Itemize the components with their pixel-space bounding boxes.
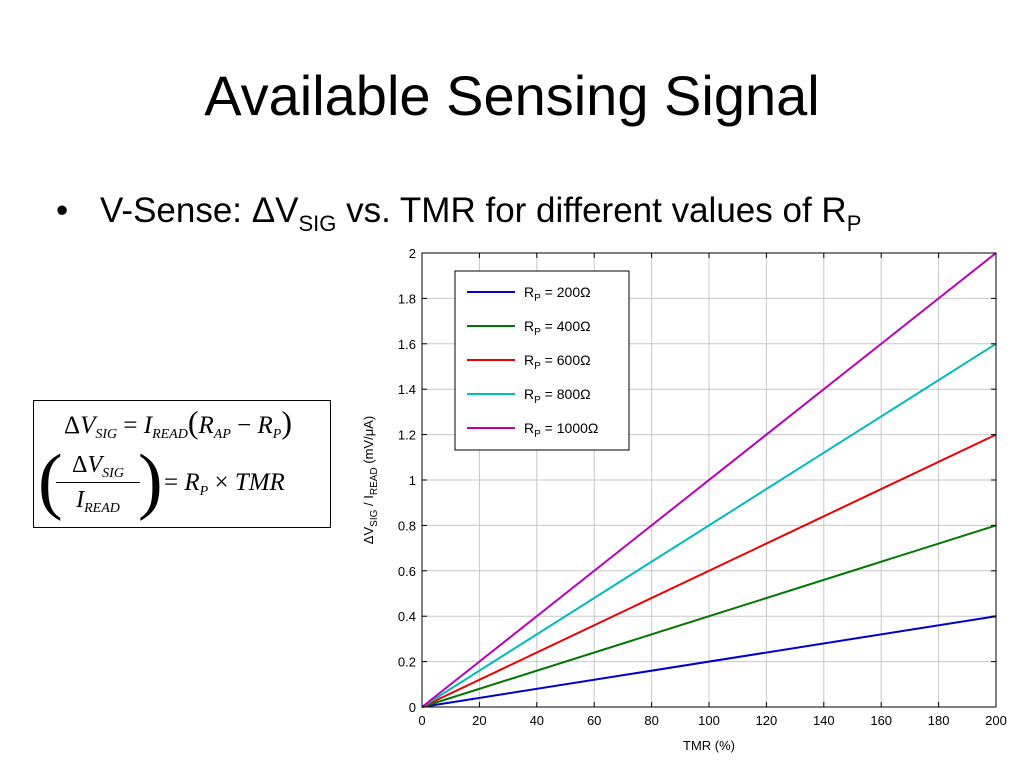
- x-tick-label: 20: [472, 713, 486, 728]
- eq2-times: ×: [208, 469, 235, 496]
- x-tick-label: 160: [870, 713, 892, 728]
- legend-label-value: = 200Ω: [541, 284, 591, 300]
- bullet-marker: •: [56, 191, 69, 230]
- x-tick-label: 120: [756, 713, 778, 728]
- y-tick-label: 1.6: [398, 337, 416, 352]
- equation-ratio: ( ΔVSIG IREAD ) = RP × TMR: [38, 441, 328, 525]
- eq1-rp: R: [257, 412, 273, 439]
- equation-delta-v: ΔVSIG = IREAD(RAP − RP): [64, 401, 292, 447]
- bullet-subscript-sig: SIG: [298, 211, 337, 236]
- eq2-tmr: TMR: [234, 469, 285, 496]
- legend-label-r: R: [524, 420, 534, 436]
- y-axis-label-part1: ΔV: [361, 527, 376, 545]
- legend-label-sub: P: [534, 327, 541, 338]
- eq2-numerator: ΔVSIG: [56, 449, 140, 483]
- legend-label-r: R: [524, 284, 534, 300]
- bullet-subscript-p: P: [846, 211, 862, 236]
- formula-box: ΔVSIG = IREAD(RAP − RP) ( ΔVSIG IREAD ) …: [33, 400, 331, 528]
- eq2-den-i: I: [76, 487, 85, 513]
- eq2-equals: =: [164, 469, 185, 496]
- x-tick-label: 80: [644, 713, 658, 728]
- eq1-v: V: [80, 412, 96, 439]
- x-tick-label: 180: [928, 713, 950, 728]
- x-axis-label: TMR (%): [683, 738, 735, 753]
- eq1-equals: =: [117, 412, 144, 439]
- legend-label-r: R: [524, 318, 534, 334]
- eq2-lparen: (: [38, 440, 63, 522]
- y-tick-label: 0.2: [398, 655, 416, 670]
- legend-label-value: = 1000Ω: [541, 420, 599, 436]
- legend-label-value: = 400Ω: [541, 318, 591, 334]
- eq1-rap: R: [198, 412, 214, 439]
- series-line-4: [421, 342, 997, 708]
- legend-label-sub: P: [534, 361, 541, 372]
- legend-label-1: RP = 200Ω: [524, 284, 591, 304]
- bullet-text-middle: vs. TMR for different values of R: [336, 191, 847, 230]
- eq1-minus: −: [230, 412, 258, 439]
- eq2-num-sub: SIG: [102, 466, 124, 481]
- y-tick-label: 0.6: [398, 564, 416, 579]
- x-tick-label: 40: [530, 713, 544, 728]
- y-tick-label: 1.8: [398, 291, 416, 306]
- eq1-i-sub: READ: [152, 427, 188, 442]
- eq2-num-v: V: [87, 452, 103, 478]
- bullet-text-prefix: V-Sense: ΔV: [100, 191, 299, 230]
- slide-title: Available Sensing Signal: [204, 64, 820, 127]
- chart-ticks: 0 20 40 60 80 100 120 140 160 180 200 0 0.2 0.4 0.6 0.8…: [398, 246, 1007, 728]
- y-tick-label: 1: [409, 473, 416, 488]
- x-tick-label: 200: [985, 713, 1007, 728]
- eq2-r-sub: P: [199, 484, 209, 499]
- legend-label-sub: P: [534, 429, 541, 440]
- y-tick-label: 0.4: [398, 609, 416, 624]
- series-line-3: [421, 433, 997, 708]
- series-line-5: [421, 252, 997, 708]
- y-tick-label: 0.8: [398, 518, 416, 533]
- y-tick-label: 2: [409, 246, 416, 261]
- legend-label-3: RP = 600Ω: [524, 352, 591, 372]
- legend-label-value: = 800Ω: [541, 386, 591, 402]
- eq1-delta: Δ: [64, 412, 81, 439]
- eq1-rp-sub: P: [272, 427, 282, 442]
- series-line-2: [421, 524, 997, 708]
- y-tick-label: 0: [409, 700, 416, 715]
- eq1-v-sub: SIG: [95, 427, 118, 442]
- legend-label-5: RP = 1000Ω: [524, 420, 598, 440]
- legend-label-value: = 600Ω: [541, 352, 591, 368]
- eq2-fraction: ΔVSIG IREAD: [56, 449, 140, 517]
- eq2-num-delta: Δ: [72, 452, 88, 478]
- eq1-rparen: ): [281, 404, 292, 440]
- x-tick-label: 140: [813, 713, 835, 728]
- y-axis-label: ΔVSIG / IREAD (mV/μA): [361, 416, 380, 544]
- legend-label-r: R: [524, 386, 534, 402]
- legend-label-sub: P: [534, 395, 541, 406]
- eq1-rap-sub: AP: [213, 427, 231, 442]
- y-axis-label-part3: (mV/μA): [361, 416, 376, 468]
- legend-label-r: R: [524, 352, 534, 368]
- eq2-r: R: [184, 469, 200, 496]
- eq2-rparen: ): [138, 440, 163, 522]
- y-axis-label-sub2: READ: [369, 467, 380, 495]
- eq2-den-sub: READ: [84, 501, 120, 516]
- legend-label-2: RP = 400Ω: [524, 318, 591, 338]
- eq1-i: I: [143, 412, 153, 439]
- x-tick-label: 100: [698, 713, 720, 728]
- legend-label-4: RP = 800Ω: [524, 386, 591, 406]
- y-axis-label-part2: / I: [361, 495, 376, 509]
- eq2-denominator: IREAD: [56, 483, 140, 517]
- bullet-point: • V-Sense: ΔVSIG vs. TMR for different va…: [56, 188, 862, 236]
- eq2-rhs: = RP × TMR: [164, 465, 285, 501]
- y-tick-label: 1.2: [398, 428, 416, 443]
- x-tick-label: 0: [418, 713, 425, 728]
- y-axis-label-sub1: SIG: [369, 509, 380, 526]
- legend-label-sub: P: [534, 293, 541, 304]
- chart-series: [421, 252, 997, 708]
- y-tick-label: 1.4: [398, 382, 416, 397]
- eq1-lparen: (: [187, 404, 199, 440]
- series-line-1: [421, 615, 997, 708]
- x-tick-label: 60: [587, 713, 601, 728]
